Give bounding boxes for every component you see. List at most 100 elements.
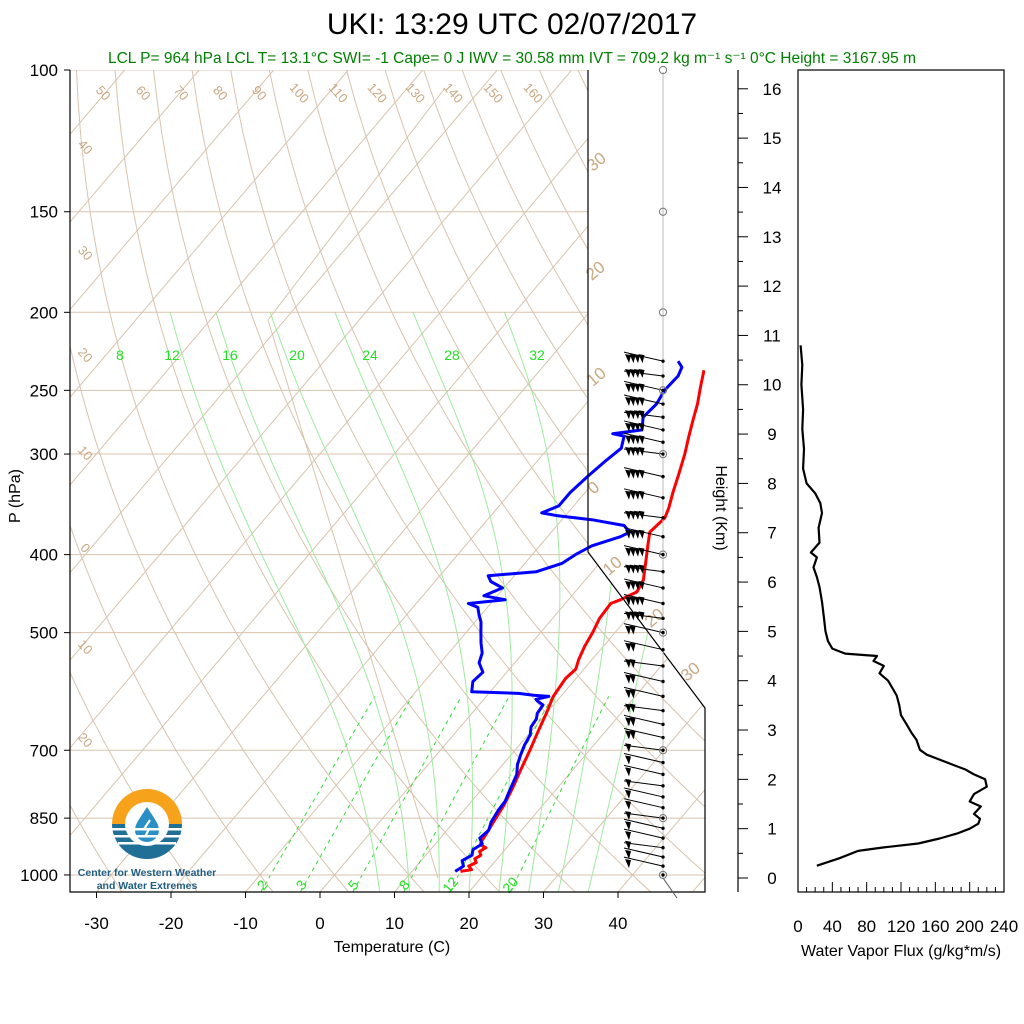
barb-flag <box>629 611 636 621</box>
barb-shaft <box>623 672 664 682</box>
height-tick-label: 11 <box>763 326 781 345</box>
isotherm <box>70 70 705 892</box>
barb-flag <box>629 447 636 457</box>
barb-shaft <box>623 764 664 775</box>
barb-flag <box>625 547 631 557</box>
wind-barb <box>623 840 664 850</box>
barb-flag <box>638 469 645 479</box>
parcel-line <box>267 319 439 879</box>
barb-flag <box>629 658 636 668</box>
isotherm-label-top: 90 <box>249 83 270 104</box>
barb-shaft <box>623 728 664 739</box>
barb-calm-circle <box>658 308 668 317</box>
barb-flag <box>629 354 636 364</box>
barb-shaft <box>623 714 664 725</box>
barb-flag <box>625 840 631 850</box>
dry-adiabat <box>70 70 123 892</box>
sounding-lines <box>454 360 705 873</box>
x-tick-label: 20 <box>460 914 479 933</box>
wind-barb <box>623 432 664 445</box>
isotherm <box>692 70 705 892</box>
barb-flag <box>625 596 631 606</box>
barb-flag <box>634 354 640 364</box>
flux-x-tick-label: 200 <box>955 917 983 936</box>
barb-flag <box>629 703 636 713</box>
barb-flag <box>638 410 645 420</box>
barb-flag <box>629 529 636 539</box>
barb-flag <box>629 674 636 684</box>
barb-flag <box>625 435 631 445</box>
isotherm <box>96 70 705 892</box>
y-tick-label: 200 <box>30 303 58 322</box>
flux-x-tick-label: 120 <box>887 917 915 936</box>
barb-flag <box>629 580 636 590</box>
x-tick-label: 40 <box>609 914 628 933</box>
wind-barb <box>623 564 664 574</box>
barb-flag <box>638 354 645 364</box>
mixing-ratio-label-top: 16 <box>222 347 238 363</box>
flux-x-axis-label: Water Vapor Flux (g/kg*m/s) <box>801 943 1001 960</box>
barb-flag <box>625 397 631 407</box>
barb-flag <box>625 730 631 740</box>
y-tick-label: 1000 <box>20 866 58 885</box>
wind-barb <box>623 686 664 699</box>
barb-calm-circle <box>658 386 668 395</box>
adiabat-label: 0 <box>584 477 603 498</box>
barb-flag <box>625 354 631 364</box>
barb-flag <box>634 596 640 606</box>
wind-barb <box>623 743 664 753</box>
barb-calm-circle <box>658 746 668 755</box>
barb-flag <box>634 383 640 393</box>
wind-barb <box>623 545 664 557</box>
barb-flag <box>625 529 631 539</box>
barb-flag <box>629 625 636 635</box>
barb-shaft <box>623 753 664 764</box>
barb-flag <box>625 689 631 699</box>
barb-calm-circle <box>658 449 668 459</box>
barb-shaft <box>623 787 664 798</box>
height-tick-label: 14 <box>763 178 782 197</box>
wind-barb <box>623 394 664 407</box>
wind-barb <box>623 798 664 810</box>
x-tick-label: 30 <box>534 914 553 933</box>
isotherm-label-left: 40 <box>75 137 96 158</box>
barb-shaft <box>623 828 664 839</box>
isotherm-label-top: 80 <box>210 83 231 104</box>
barb-flag <box>634 447 640 457</box>
isotherm <box>245 70 705 892</box>
barb-flag <box>638 369 645 379</box>
barb-flag <box>634 547 640 557</box>
barb-flag <box>634 410 640 420</box>
dry-adiabat <box>810 70 1024 892</box>
isotherm <box>70 70 573 892</box>
wind-barb <box>623 351 664 364</box>
barb-flag <box>625 778 631 788</box>
mixing-ratio-line <box>299 696 413 892</box>
mixing-ratio-label-bottom: 8 <box>396 877 413 893</box>
height-tick-label: 7 <box>767 524 776 543</box>
isotherm <box>394 70 705 892</box>
moist-adiabat <box>503 312 561 892</box>
barb-shaft <box>623 847 664 858</box>
barb-flag <box>625 564 631 574</box>
series-temperature <box>460 369 705 873</box>
barb-flag <box>629 717 636 727</box>
x-tick-label: -10 <box>233 914 258 933</box>
y-tick-label: 700 <box>30 741 58 760</box>
barb-calm-circle <box>658 814 668 823</box>
barb-flag <box>629 369 636 379</box>
height-tick-label: 10 <box>763 376 782 395</box>
barb-flag <box>638 490 645 500</box>
y-axis-label: P (hPa) <box>7 469 24 523</box>
barb-flag <box>625 674 631 684</box>
wind-barb <box>623 818 664 831</box>
barb-flag <box>629 730 636 740</box>
mixing-ratio-label-top: 12 <box>164 347 180 363</box>
barb-flag <box>625 611 631 621</box>
isotherm <box>70 70 424 892</box>
barb-shaft <box>623 798 664 809</box>
x-tick-label: -30 <box>84 914 109 933</box>
barb-flag <box>638 596 645 606</box>
